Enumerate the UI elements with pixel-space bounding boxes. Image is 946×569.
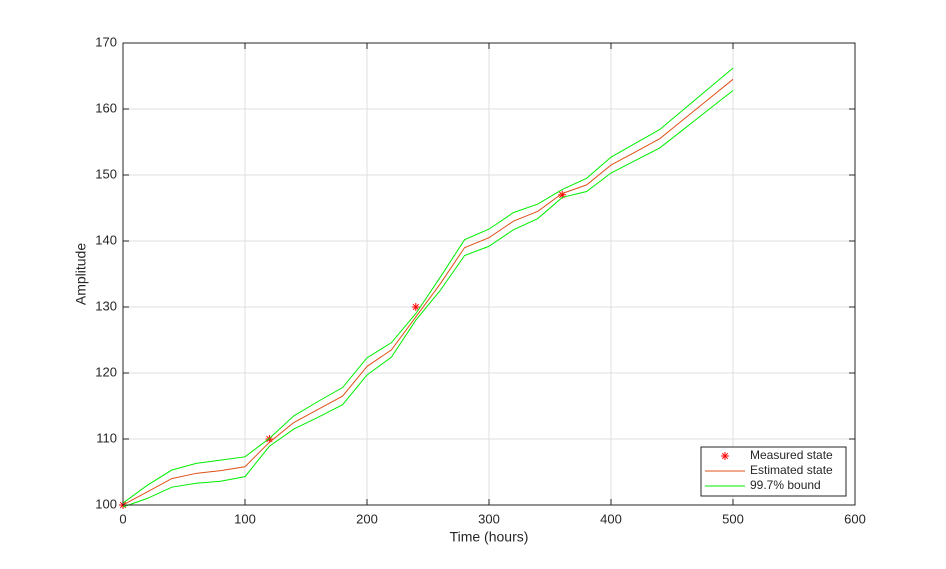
x-axis-label: Time (hours) xyxy=(450,529,529,545)
marker xyxy=(558,190,567,199)
legend-label: 99.7% bound xyxy=(750,478,821,492)
x-tick-label: 0 xyxy=(119,511,126,526)
bound-line xyxy=(122,90,734,508)
marker xyxy=(721,452,729,460)
y-tick-label: 140 xyxy=(95,232,117,247)
y-tick-label: 110 xyxy=(96,430,117,445)
x-tick-label: 500 xyxy=(722,511,744,526)
x-tick-label: 200 xyxy=(356,511,378,526)
x-tick-label: 300 xyxy=(478,511,500,526)
bound-line xyxy=(122,67,734,504)
y-tick-label: 170 xyxy=(95,34,117,49)
marker xyxy=(411,303,420,311)
line xyxy=(122,78,734,506)
legend-label: Estimated state xyxy=(750,463,833,477)
y-axis-label: Amplitude xyxy=(73,243,89,305)
legend-label: Measured state xyxy=(750,448,833,462)
y-tick-label: 150 xyxy=(95,166,117,181)
plot-frame xyxy=(122,42,856,506)
y-tick-label: 100 xyxy=(95,496,117,511)
y-tick-label: 120 xyxy=(95,364,117,379)
y-tick-label: 130 xyxy=(95,298,117,313)
x-tick-label: 100 xyxy=(234,511,256,526)
y-tick-label: 160 xyxy=(95,100,117,115)
marker xyxy=(265,435,274,443)
x-tick-label: 600 xyxy=(844,511,866,526)
x-tick-label: 400 xyxy=(600,511,622,526)
